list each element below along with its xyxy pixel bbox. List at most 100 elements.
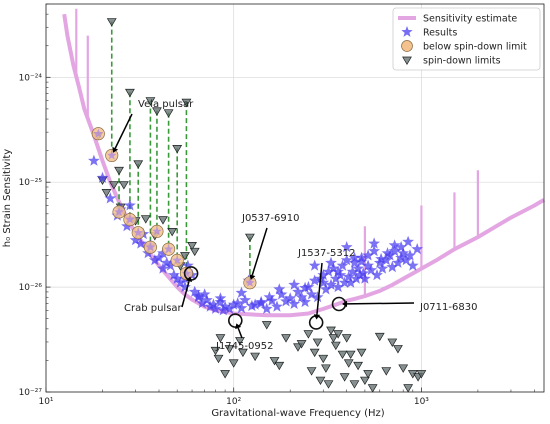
spindown-limit-marker bbox=[163, 109, 174, 118]
result-star bbox=[263, 291, 276, 303]
y-tick-label: 10⁻²⁵ bbox=[19, 178, 43, 188]
spindown-limit-marker bbox=[315, 376, 326, 386]
spindown-limit-marker bbox=[158, 216, 168, 225]
result-star bbox=[124, 199, 136, 211]
spindown-limit-marker bbox=[220, 370, 231, 379]
result-star bbox=[317, 269, 330, 281]
result-star bbox=[355, 255, 368, 267]
spindown-limit-marker bbox=[213, 354, 224, 364]
spindown-limit-marker bbox=[167, 227, 178, 237]
spindown-limit-marker bbox=[363, 370, 374, 379]
spindown-limit-marker bbox=[353, 361, 364, 371]
below-limit-star bbox=[107, 150, 117, 160]
result-star bbox=[381, 247, 394, 259]
result-star bbox=[188, 285, 201, 297]
result-star bbox=[201, 294, 213, 306]
spindown-limit-marker bbox=[303, 330, 314, 339]
spindown-limit-marker bbox=[374, 332, 385, 342]
annotation-arrow-line bbox=[316, 262, 323, 315]
annotation-arrow-line bbox=[347, 302, 415, 305]
result-star bbox=[362, 249, 374, 261]
result-star bbox=[397, 247, 410, 259]
spindown-limit-marker bbox=[180, 252, 190, 261]
spindown-limit-marker bbox=[238, 348, 248, 358]
result-star bbox=[235, 286, 248, 298]
result-star bbox=[340, 254, 353, 266]
annotation-arrow-head bbox=[313, 314, 321, 320]
result-star bbox=[223, 302, 236, 314]
below-limit-star bbox=[93, 128, 104, 138]
spindown-limit-marker bbox=[359, 376, 370, 386]
spindown-limit-marker bbox=[318, 354, 329, 364]
below-limit-star bbox=[245, 277, 255, 287]
spindown-limit-marker bbox=[172, 145, 183, 154]
result-star bbox=[327, 262, 340, 274]
spindown-limit-marker bbox=[296, 340, 307, 349]
result-star bbox=[388, 239, 401, 251]
result-star bbox=[299, 295, 311, 308]
result-star bbox=[375, 252, 387, 265]
spindown-limit-marker bbox=[416, 370, 427, 379]
result-star bbox=[380, 254, 393, 266]
result-star bbox=[134, 237, 147, 249]
spindown-limit-marker bbox=[330, 341, 341, 351]
spindown-limit-marker bbox=[328, 334, 339, 343]
spindown-limit-marker bbox=[367, 384, 378, 393]
below-limit-star bbox=[145, 242, 156, 252]
result-star bbox=[329, 272, 342, 284]
sensitivity-curve bbox=[62, 13, 546, 318]
result-star bbox=[305, 288, 318, 300]
result-star bbox=[88, 154, 100, 166]
result-star bbox=[317, 276, 330, 288]
result-star bbox=[332, 265, 344, 277]
annotation-label: J1537-5312 bbox=[297, 248, 355, 259]
result-star bbox=[359, 272, 371, 284]
spindown-limit-marker bbox=[145, 97, 156, 106]
result-star bbox=[157, 247, 169, 259]
result-star bbox=[231, 297, 244, 309]
spindown-limit-marker bbox=[403, 384, 414, 393]
x-tick-label: 10³ bbox=[414, 397, 429, 407]
result-star bbox=[311, 291, 324, 303]
spindown-limit-marker bbox=[337, 350, 348, 360]
pulsar-highlight-ring bbox=[228, 313, 243, 328]
result-star bbox=[288, 278, 301, 290]
below-limit-star bbox=[172, 255, 182, 265]
spindown-limit-marker bbox=[235, 337, 245, 346]
annotation-label: J1745-0952 bbox=[215, 341, 273, 352]
annotation-arrow-line bbox=[181, 280, 190, 308]
legend: Sensitivity estimate Results below spin-do… bbox=[392, 7, 541, 71]
spindown-limit-marker bbox=[281, 334, 291, 343]
result-star bbox=[386, 260, 399, 273]
spindown-limit-marker bbox=[261, 321, 272, 330]
spindown-limit-marker bbox=[215, 334, 226, 343]
result-star bbox=[368, 237, 380, 249]
below-limit-star bbox=[133, 227, 143, 237]
spindown-limit-marker bbox=[349, 380, 360, 389]
annotation-label: J0711-6830 bbox=[419, 302, 477, 313]
x-tick-label: 10¹ bbox=[38, 397, 53, 407]
result-star bbox=[129, 234, 142, 246]
annotation-label: Vela pulsar bbox=[138, 99, 194, 110]
result-star bbox=[388, 245, 401, 257]
annotation-arrow-head bbox=[249, 274, 256, 280]
annotation-arrow-head bbox=[112, 146, 119, 153]
result-star bbox=[352, 262, 364, 274]
result-star bbox=[404, 249, 416, 261]
result-star bbox=[96, 171, 109, 183]
spindown-limit-marker bbox=[125, 88, 135, 98]
spindown-limit-marker bbox=[274, 361, 285, 371]
result-star bbox=[271, 300, 283, 312]
result-star bbox=[260, 302, 273, 314]
result-star bbox=[395, 241, 407, 253]
result-star bbox=[148, 254, 161, 266]
annotation-arrow-line bbox=[114, 113, 133, 149]
result-star bbox=[362, 259, 374, 271]
annotations: Vela pulsar J0537-6910 J1537-5312 J0711-683… bbox=[112, 99, 477, 352]
result-star bbox=[322, 265, 335, 277]
result-star bbox=[299, 281, 311, 293]
x-tick-label: 10² bbox=[226, 397, 241, 407]
result-star bbox=[219, 300, 231, 312]
result-star bbox=[308, 259, 321, 271]
spindown-limit-marker bbox=[224, 345, 235, 354]
